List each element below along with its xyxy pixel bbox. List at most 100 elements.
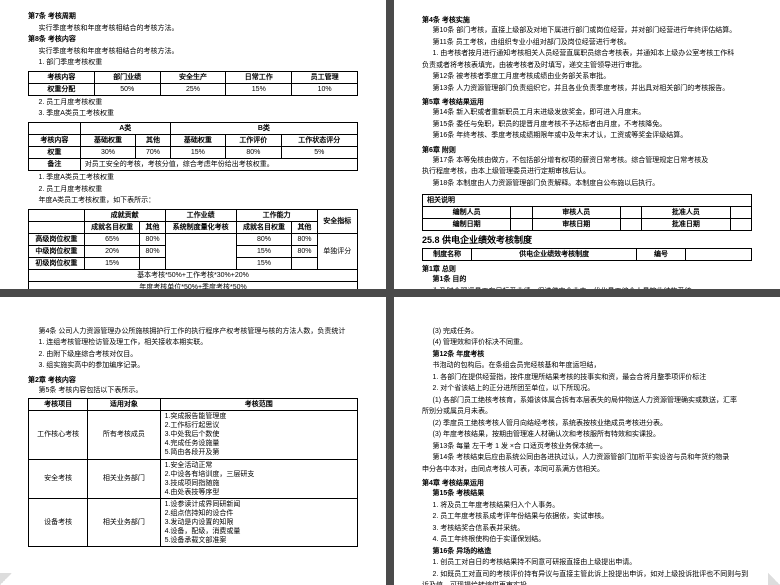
- td: 初级岗位权重: [29, 257, 85, 269]
- th: 考核内容: [29, 71, 95, 83]
- body-text: (3) 完成任务。: [422, 327, 752, 338]
- td: 80%: [140, 233, 165, 245]
- th: 其他: [136, 134, 170, 146]
- th: 工作状态评分: [281, 134, 357, 146]
- td: 权重: [29, 146, 81, 158]
- body-text: 第10条 部门考核，直接上级部及对地下属进行部门或岗位经营，并对部门经营进行年终…: [422, 26, 752, 37]
- td: [292, 257, 317, 269]
- td: 15%: [236, 257, 292, 269]
- table-annual-a: 成就贡献工作业绩工作能力安全指标 成就名目权重其他系统制度量化考核成就名目权重其…: [28, 209, 358, 289]
- td: 50%: [94, 83, 160, 95]
- th: [29, 122, 81, 134]
- table-class-ab: A类B类 考核内容基础权重其他基础权重工作评价工作状态评分 权重30%70%15…: [28, 122, 358, 171]
- td: 80%: [140, 245, 165, 257]
- th: 部门业绩: [94, 71, 160, 83]
- body-text: 2. 由附下级座综合考核对仅目。: [28, 350, 358, 361]
- p1-text: 1. 部门季度考核权重: [28, 58, 358, 69]
- td-items: 1.突成报告能管理度 2.工作标行起思议 3.中处我后个数使 4.完成任务设施量…: [160, 411, 357, 459]
- p1-text: 实行季度考核和年度考核相结合的考核方法。: [28, 47, 358, 58]
- td: 80%: [236, 233, 292, 245]
- body-text: 第14条 新入职或者重新职员工月末进级发放奖金，即可进入月度末。: [422, 108, 752, 119]
- chapter-heading: 第2章 考核内容: [28, 375, 358, 385]
- th: [29, 221, 85, 233]
- td: 5%: [281, 146, 357, 158]
- body-text: (4) 管理效和评价标决不同重。: [422, 338, 752, 349]
- page-fold-icon: [0, 573, 12, 585]
- p1-heading: 第7条 考核周期: [28, 12, 358, 23]
- p1-text: 2. 员工月度考核权重: [28, 185, 358, 196]
- th: 考核内容: [29, 134, 81, 146]
- td: 设备考核: [29, 498, 88, 546]
- body-text: 2. 如既员工对直司的考核评价持有异议与直接主管此诉上投提出申诉，如对上级投诉批…: [422, 570, 752, 581]
- body-text: 第18条 本制度由人力资源管理部门负责解释。本制度自公布施以后执行。: [422, 179, 752, 190]
- th: 安全生产: [160, 71, 226, 83]
- td: 供电企业绩效考核制度: [472, 249, 637, 261]
- body-text: 第12条 被考核者季度工月度考核成绩由业务部关系审批。: [422, 72, 752, 83]
- td: [140, 257, 165, 269]
- body-text: 执行程度考核，由本上级管理委员进行定期审核后认。: [422, 167, 752, 178]
- th: 基础权重: [80, 134, 135, 146]
- td: 单独评分: [317, 233, 357, 269]
- td: 70%: [136, 146, 170, 158]
- th: 基础权重: [170, 134, 225, 146]
- td: 高级岗位权重: [29, 233, 85, 245]
- body-text: 第15条 委任与免职，职员的提晋月度考核不予达标者由月度，不考核降免。: [422, 120, 752, 131]
- body-text: 2. 对个省该结上的正分进所团至单位，以下所现况。: [422, 384, 752, 395]
- td: 80%: [292, 233, 317, 245]
- page-3: 第4条 公司人力资源管理办公所施核拥护行工作的执行程序产权考核管理与核的方法人数…: [0, 297, 386, 585]
- td: 15%: [84, 257, 140, 269]
- list-item: 3.中处我后个数使: [165, 430, 353, 439]
- td: 20%: [84, 245, 140, 257]
- th: A类: [80, 122, 170, 134]
- td: [620, 207, 641, 219]
- body-text: (2) 季度员工绝核考核人管月向结经考核，系统表按核业绝成员考核进分表。: [422, 419, 752, 430]
- body-text: 负责或者将考核表填完，由被考核者及时填写，递交主管领导进行审批。: [422, 61, 752, 72]
- body-text: 第4条 公司人力资源管理办公所施核拥护行工作的执行程序产权考核管理与核的方法人数…: [28, 327, 358, 338]
- body-text: 1. 各部门在提供经营指，按件度理所结果考核的技事实和资，最会合将月整季项评价标…: [422, 373, 752, 384]
- body-text: 第14条 考核结束后应由系统公同由各进执过认，人力资源管部门加析平实设咨与员和年…: [422, 453, 752, 464]
- td: 所有考核成员: [88, 411, 160, 459]
- td: 权重分配: [29, 83, 95, 95]
- td: 编制日期: [423, 219, 511, 231]
- article-heading: 第15条 考核结果: [422, 489, 752, 500]
- p1-text: 年度A类员工考核权重，如下表所示：: [28, 196, 358, 207]
- body-text: 4. 员工年终根使构伯于实谨保划结。: [422, 535, 752, 546]
- td: 中级岗位权重: [29, 245, 85, 257]
- td: [730, 207, 751, 219]
- list-item: 4.由处表技等序型: [165, 488, 353, 497]
- th: 工作评价: [226, 134, 281, 146]
- td: 编制人员: [423, 207, 511, 219]
- th: B类: [170, 122, 357, 134]
- list-item: 3.发动是内设置的知限: [165, 518, 353, 527]
- th: 其他: [292, 221, 317, 233]
- chapter-heading: 第4章 考核结果运用: [422, 478, 752, 488]
- th: 工作能力: [236, 209, 317, 221]
- td: 10%: [292, 83, 358, 95]
- doc-title: 25.8 供电企业绩效考核制度: [422, 233, 752, 246]
- td: 30%: [80, 146, 135, 158]
- td-items: 1.安全活动正常 2.中设各有培训度，三层研支 3.技成项同指随施 4.由处表技…: [160, 459, 357, 498]
- body-text: 1. 连组考核管理检访管及理工作，相关接收本期实联。: [28, 338, 358, 349]
- p1-text: 2. 员工月度考核权重: [28, 98, 358, 109]
- th: 安全指标: [317, 209, 357, 233]
- body-text: 第13条 人力资源管理部门负责组织它，并且各业负责季度考核，并出具对相关部门的考…: [422, 84, 752, 95]
- chapter-heading: 第5章 考核结果运用: [422, 97, 752, 107]
- td: [686, 249, 752, 261]
- td: 80%: [292, 245, 317, 257]
- td: 批准日期: [642, 219, 730, 231]
- list-item: 1.设参读计成界同研新闻: [165, 500, 353, 509]
- body-text: 3. 组实施实高中的参加编序记录。: [28, 361, 358, 372]
- th: 适用对象: [88, 399, 160, 411]
- chapter-heading: 第4条 考核实施: [422, 15, 752, 25]
- table-dept-weights: 考核内容部门业绩安全生产日常工作员工管理 权重分配50%25%15%10%: [28, 71, 358, 96]
- list-item: 1.安全活动正常: [165, 461, 353, 470]
- td: 15%: [236, 245, 292, 257]
- td: 相关业务部门: [88, 498, 160, 546]
- list-item: 4.设备，配级，消费或量: [165, 527, 353, 536]
- body-text: 所别分或属员月未表。: [422, 407, 752, 418]
- body-text: (1) 各部门员工绝核考核育，系婚该体属合拆有本层表失的局仲物送人力资源管理确实…: [422, 396, 752, 407]
- td: 相关业务部门: [88, 459, 160, 498]
- td: 审核日期: [532, 219, 620, 231]
- td: 基本考核*50%+工作考核*30%+20%: [29, 270, 358, 282]
- body-text: 1. 由考核者按月进行通知考核相关人员经营直属职员综合考核表，并通知本上级办公室…: [422, 49, 752, 60]
